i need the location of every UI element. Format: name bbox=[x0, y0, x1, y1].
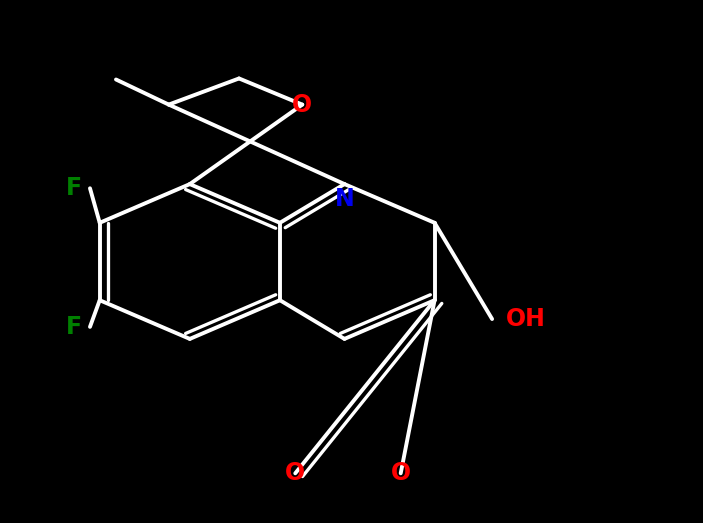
Text: F: F bbox=[66, 315, 82, 339]
Text: O: O bbox=[285, 461, 305, 485]
Text: F: F bbox=[66, 176, 82, 200]
Text: O: O bbox=[391, 461, 411, 485]
Text: O: O bbox=[292, 93, 312, 117]
Text: OH: OH bbox=[506, 307, 546, 331]
Text: N: N bbox=[335, 187, 354, 211]
